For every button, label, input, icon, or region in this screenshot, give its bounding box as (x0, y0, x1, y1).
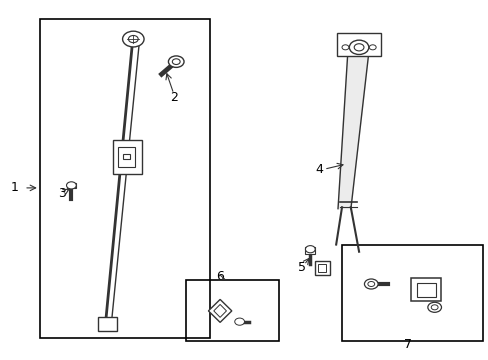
Bar (185, 280, 278, 341)
Circle shape (427, 302, 441, 312)
Circle shape (168, 56, 183, 67)
Text: 6: 6 (216, 270, 224, 283)
Circle shape (353, 44, 363, 51)
Bar (317, 264, 326, 272)
Bar (305, 247, 315, 253)
Bar (336, 33, 380, 56)
Bar (410, 278, 440, 301)
Bar (113, 140, 142, 174)
Bar (341, 244, 483, 341)
Text: 1: 1 (10, 181, 18, 194)
Polygon shape (208, 300, 231, 322)
Text: 7: 7 (404, 338, 411, 351)
Circle shape (341, 45, 348, 50)
Bar (40, 19, 210, 338)
Circle shape (172, 59, 180, 64)
Circle shape (364, 279, 377, 289)
Text: 4: 4 (315, 163, 323, 176)
Circle shape (122, 31, 144, 47)
Circle shape (430, 305, 437, 310)
Circle shape (367, 282, 374, 287)
Bar (416, 283, 435, 297)
Bar (315, 261, 329, 275)
Bar (98, 317, 117, 331)
Circle shape (305, 246, 315, 253)
Circle shape (348, 40, 368, 54)
Text: 2: 2 (170, 91, 178, 104)
Text: 5: 5 (298, 261, 305, 274)
Circle shape (128, 36, 138, 42)
Bar (123, 154, 130, 159)
Bar (118, 147, 135, 167)
Text: 3: 3 (58, 187, 66, 200)
Bar (67, 183, 76, 188)
Circle shape (368, 45, 375, 50)
Polygon shape (337, 44, 369, 209)
Circle shape (66, 182, 76, 189)
Circle shape (234, 318, 244, 325)
